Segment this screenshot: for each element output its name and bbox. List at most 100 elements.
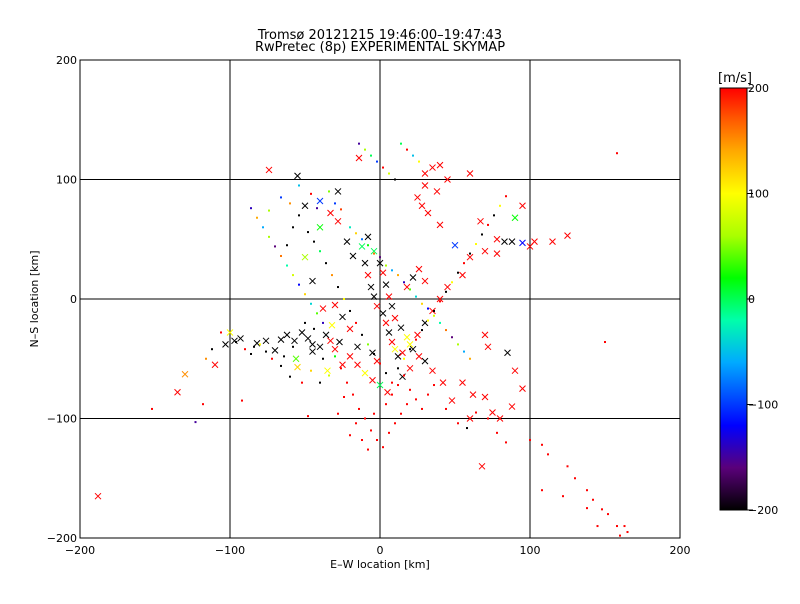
y-tick-label: 200 [56,54,77,67]
data-point-dot [400,142,402,145]
data-point-cross [414,331,421,339]
y-tick-label: −100 [47,413,77,426]
data-point-dot [328,190,330,193]
data-point-cross [327,209,334,217]
data-point-dot [256,216,258,219]
data-point-dot [316,312,318,315]
colorbar-label: [m/s] [718,71,752,86]
data-point-dot [355,232,357,235]
data-point-cross [298,329,306,336]
data-point-dot [319,250,321,253]
data-point-dot [286,264,288,267]
data-point-dot [391,393,393,396]
data-point-dot [244,348,246,351]
data-point-cross [237,335,244,342]
data-point-dot [322,321,324,324]
data-point-dot [596,525,599,528]
data-point-dot [505,195,507,198]
data-point-dot [298,283,300,286]
data-point-cross [370,293,378,300]
data-point-dot [301,381,303,384]
data-point-dot [433,384,435,387]
data-point-dot [541,443,543,446]
data-point-cross [484,343,492,351]
data-point-dot [403,281,405,284]
data-point-dot [415,338,417,341]
data-point-dot [586,507,588,510]
data-point-cross [531,238,538,245]
data-point-dot [211,348,213,351]
data-point-dot [205,357,207,360]
data-point-cross [433,188,441,195]
data-point-dot [463,262,465,265]
data-point-cross [409,345,417,353]
data-point-dot [445,290,447,293]
data-point-cross [388,338,396,346]
data-point-cross [369,376,376,384]
data-point-cross [94,492,102,500]
data-point-dot [325,262,327,265]
data-point-dot [304,293,306,296]
data-point-dot [250,352,252,355]
data-point-cross [271,347,279,354]
data-point-dot [394,178,396,181]
data-point-cross [424,209,432,217]
data-point-dot [316,207,318,210]
x-tick-label: 0 [377,544,384,557]
data-point-cross [361,369,369,377]
y-axis-ticks: −200 −100 0 100 200 [47,54,680,545]
data-point-dot [370,154,372,157]
x-tick-label: −100 [215,544,245,557]
colorbar-tick-label: 0 [748,293,755,306]
data-point-cross [429,367,436,375]
data-point-cross [349,252,357,260]
x-tick-label: 200 [670,544,691,557]
data-point-dot [358,407,360,410]
data-point-cross [292,355,300,363]
data-point-dot [292,226,294,229]
data-point-dot [292,274,294,277]
data-point-dot [475,411,477,414]
data-point-cross [403,333,411,341]
data-point-dot [496,431,498,434]
data-point-dot [280,254,282,257]
data-point-dot [241,399,243,402]
data-point-cross [294,363,301,371]
data-point-dot [274,245,276,248]
y-tick-label: −200 [47,532,77,545]
data-point-dot [385,372,387,375]
data-point-cross [382,281,390,289]
data-point-dot [487,223,489,226]
data-point-dot [364,417,366,420]
data-point-dot [331,274,333,277]
y-axis-label: N–S location [km] [28,250,41,347]
data-point-dot [397,367,399,370]
data-point-cross [451,241,459,249]
data-point-dot [319,381,321,384]
data-point-dot [406,148,408,151]
data-point-dot [337,412,339,415]
x-axis-label: E–W location [km] [330,558,430,571]
data-point-dot [586,489,588,492]
data-point-dot [397,384,399,387]
data-point-cross [429,307,436,315]
data-point-dot [391,269,393,272]
data-point-cross [414,194,421,201]
data-point-cross [382,319,390,327]
data-point-cross [436,161,444,169]
data-point-dot [310,369,312,372]
data-point-dot [592,498,594,501]
data-point-dot [616,152,618,155]
data-point-dot [259,343,261,346]
data-point-cross [448,397,456,404]
data-point-cross [421,182,429,189]
data-point-dot [427,319,429,322]
data-point-dot [328,374,330,377]
data-point-cross [355,154,363,162]
data-point-cross [291,337,298,345]
data-point-dot [406,403,408,406]
data-point-dot [355,321,357,324]
data-point-cross [504,349,511,357]
data-point-dot [566,465,569,468]
data-point-dot [574,477,576,480]
